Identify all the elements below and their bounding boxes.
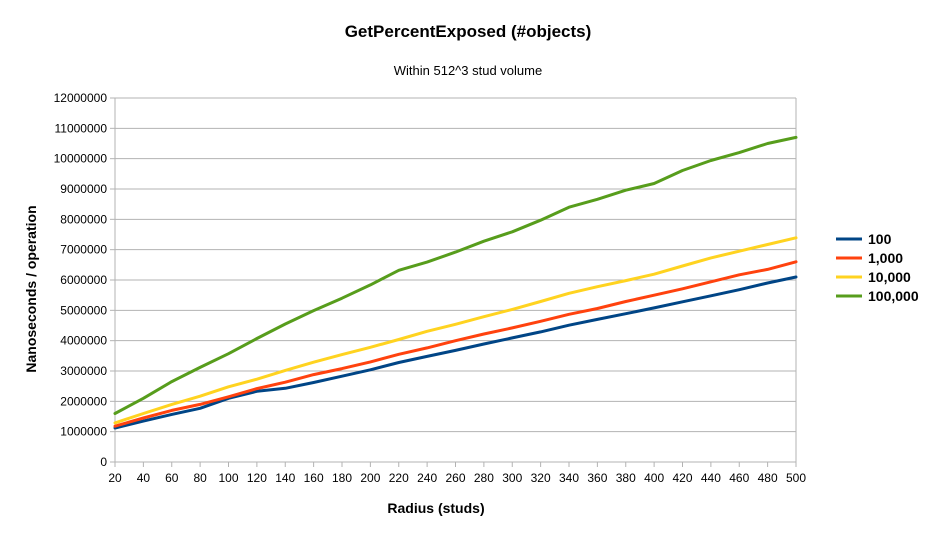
- y-tick-label: 11000000: [55, 121, 108, 135]
- y-tick-label: 1000000: [60, 425, 107, 439]
- x-tick-label: 300: [502, 471, 522, 485]
- series-lines: [113, 135, 798, 430]
- series-line-10000: [113, 236, 798, 425]
- x-tick-label: 500: [786, 471, 806, 485]
- legend-label: 100: [868, 231, 892, 247]
- x-tick-label: 460: [729, 471, 749, 485]
- x-tick-label: 480: [758, 471, 778, 485]
- gridlines: [114, 97, 797, 463]
- y-tick-label: 0: [100, 455, 107, 469]
- y-tick-label: 5000000: [60, 303, 107, 317]
- y-tick-label: 2000000: [60, 394, 107, 408]
- x-tick-label: 380: [616, 471, 636, 485]
- x-tick-label: 260: [445, 471, 465, 485]
- legend-label: 10,000: [868, 269, 911, 285]
- x-tick-label: 420: [672, 471, 692, 485]
- x-axis-title: Radius (studs): [387, 500, 484, 516]
- series-line-100: [113, 275, 798, 430]
- series-line-100000: [113, 135, 798, 415]
- y-tick-label: 3000000: [60, 364, 107, 378]
- y-tick-label: 10000000: [54, 152, 108, 166]
- y-tick-label: 8000000: [60, 212, 107, 226]
- x-tick-label: 340: [559, 471, 579, 485]
- x-tick-label: 200: [360, 471, 380, 485]
- x-tick-label: 80: [193, 471, 207, 485]
- x-tick-label: 20: [108, 471, 122, 485]
- legend-label: 100,000: [868, 288, 919, 304]
- x-tick-label: 320: [531, 471, 551, 485]
- chart-title: GetPercentExposed (#objects): [345, 22, 592, 41]
- legend-label: 1,000: [868, 250, 903, 266]
- y-tick-label: 7000000: [60, 243, 107, 257]
- x-tick-label: 360: [587, 471, 607, 485]
- x-tick-label: 400: [644, 471, 664, 485]
- x-tick-label: 160: [304, 471, 324, 485]
- x-tick-label: 100: [218, 471, 238, 485]
- y-tick-label: 6000000: [60, 273, 107, 287]
- x-tick-label: 220: [389, 471, 409, 485]
- x-tick-label: 440: [701, 471, 721, 485]
- y-axis-ticks: 0 1000000 2000000 3000000 4000000 5000000 6000…: [54, 91, 115, 469]
- x-tick-label: 120: [247, 471, 267, 485]
- y-tick-label: 4000000: [60, 334, 107, 348]
- x-tick-label: 280: [474, 471, 494, 485]
- y-tick-label: 12000000: [54, 91, 108, 105]
- y-axis-title: Nanoseconds / operation: [23, 205, 39, 372]
- x-tick-label: 240: [417, 471, 437, 485]
- legend: 100 1,000 10,000 100,000: [836, 231, 919, 304]
- x-tick-label: 40: [137, 471, 151, 485]
- x-tick-label: 60: [165, 471, 179, 485]
- x-tick-label: 140: [275, 471, 295, 485]
- series-line-1000: [113, 260, 798, 428]
- y-tick-label: 9000000: [60, 182, 107, 196]
- x-axis-ticks: 20 40 60 80 100 120 140 160 180 200 220 240 260 280 30…: [108, 462, 806, 485]
- chart-subtitle: Within 512^3 stud volume: [394, 63, 542, 78]
- x-tick-label: 180: [332, 471, 352, 485]
